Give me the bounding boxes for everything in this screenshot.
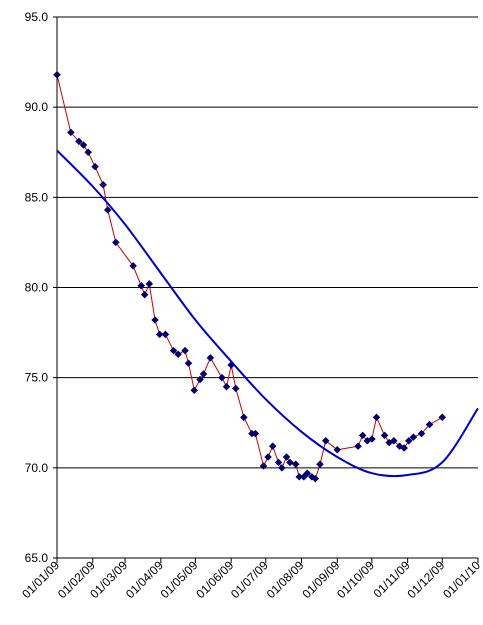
data-point-marker: [259, 462, 268, 470]
y-tick-label: 90.0: [25, 100, 49, 114]
data-point-marker: [404, 436, 413, 445]
data-point-marker: [333, 445, 342, 454]
data-point-marker: [103, 206, 112, 214]
x-tick-label: 01/01/10: [440, 558, 483, 601]
trend-line: [56, 149, 479, 478]
data-point-marker: [161, 330, 170, 339]
x-tick-label: 01/07/09: [228, 558, 271, 601]
data-point-marker: [264, 453, 272, 461]
data-point-marker: [91, 162, 99, 171]
data-point-marker: [240, 413, 248, 422]
data-point-marker: [274, 458, 283, 467]
data-point-marker: [409, 433, 418, 442]
data-point-marker: [111, 238, 120, 247]
data-point-marker: [99, 180, 107, 189]
data-point-marker: [218, 373, 226, 382]
data-point-marker: [321, 436, 330, 445]
data-point-marker: [66, 128, 75, 137]
data-point-marker: [389, 436, 398, 445]
data-point-marker: [354, 442, 362, 451]
y-axis-ticks: 65.0 70.0 75.0 80.0 85.0 90.0 95.0: [25, 10, 57, 565]
data-point-marker: [181, 346, 189, 355]
data-series-line: [56, 74, 443, 480]
data-point-marker: [231, 384, 240, 393]
x-tick-label: 01/05/09: [158, 558, 201, 601]
data-point-marker: [251, 429, 260, 438]
data-point-marker: [291, 460, 300, 469]
data-point-marker: [417, 429, 426, 438]
data-point-marker: [206, 353, 215, 362]
data-point-marker: [222, 382, 231, 391]
data-point-marker: [425, 420, 434, 429]
data-point-marker: [184, 359, 193, 368]
data-point-marker: [75, 137, 83, 146]
data-point-marker: [84, 148, 92, 157]
data-point-marker: [79, 141, 88, 149]
data-point-marker: [137, 281, 146, 290]
data-point-marker: [358, 431, 367, 440]
data-point-marker: [196, 375, 204, 384]
data-point-marker: [278, 463, 286, 472]
data-point-marker: [129, 262, 137, 270]
y-tick-label: 95.0: [25, 10, 49, 24]
data-point-marker: [199, 370, 208, 378]
y-tick-label: 75.0: [25, 371, 49, 385]
series-layer: [53, 70, 479, 483]
x-tick-label: 01/10/09: [334, 558, 377, 601]
data-point-marker: [316, 460, 324, 469]
data-point-marker: [53, 70, 61, 79]
data-point-marker: [368, 435, 376, 443]
y-tick-label: 85.0: [25, 190, 49, 204]
y-tick-label: 65.0: [25, 551, 49, 565]
data-point-marker: [286, 458, 294, 467]
data-point-marker: [438, 413, 447, 422]
data-point-marker: [372, 413, 381, 422]
data-point-marker: [140, 290, 149, 299]
x-tick-label: 01/08/09: [264, 558, 307, 601]
y-tick-label: 80.0: [25, 281, 49, 295]
gridlines: [57, 16, 478, 469]
data-point-marker: [380, 431, 389, 440]
x-axis-ticks: 01/01/0901/02/0901/03/0901/04/0901/05/09…: [19, 558, 483, 601]
data-point-marker: [268, 442, 277, 451]
y-tick-label: 70.0: [25, 461, 49, 475]
x-tick-label: 01/12/09: [404, 558, 447, 601]
data-point-marker: [190, 386, 199, 395]
data-point-marker: [303, 469, 312, 478]
data-point-marker: [151, 316, 159, 324]
data-point-marker: [311, 474, 320, 483]
data-point-marker: [145, 280, 154, 288]
data-point-marker: [169, 346, 178, 355]
data-point-marker: [400, 444, 409, 452]
data-point-marker: [174, 350, 182, 359]
data-point-marker: [155, 330, 164, 339]
data-point-marker: [282, 453, 291, 461]
